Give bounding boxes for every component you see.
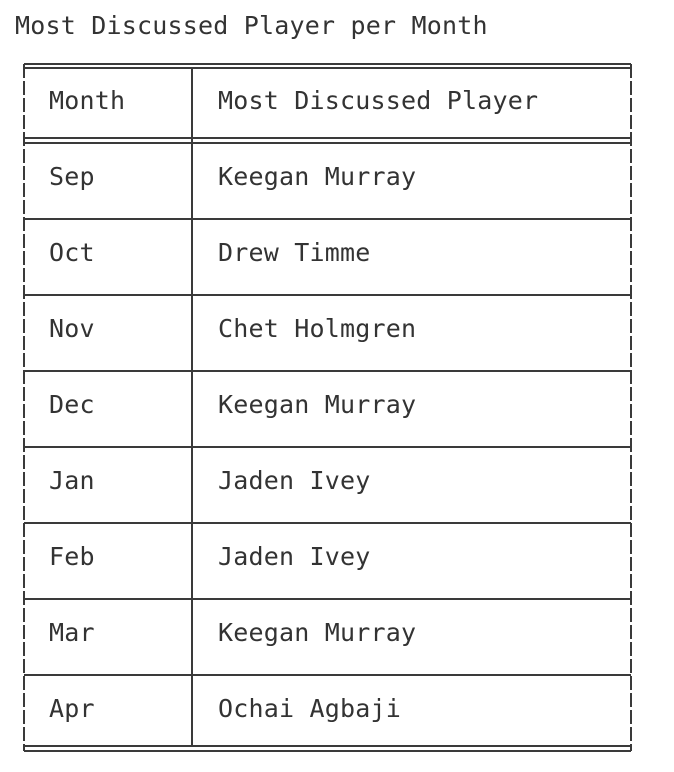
table-cell-month: Nov — [49, 314, 95, 343]
table-cell-player: Chet Holmgren — [218, 314, 417, 343]
table-cell-month: Jan — [49, 466, 95, 495]
header-month: Month — [49, 86, 126, 115]
header-player: Most Discussed Player — [218, 86, 539, 115]
table-cell-player: Keegan Murray — [218, 390, 417, 419]
table-cell-month: Feb — [49, 542, 95, 571]
table-cell-player: Drew Timme — [218, 238, 371, 267]
table-cell-month: Oct — [49, 238, 95, 267]
table-cell-player: Ochai Agbaji — [218, 694, 402, 723]
table-cell-player: Keegan Murray — [218, 618, 417, 647]
table-cell-month: Sep — [49, 162, 95, 191]
table-grid — [23, 63, 632, 752]
table-title: Most Discussed Player per Month — [15, 11, 488, 40]
table-cell-player: Keegan Murray — [218, 162, 417, 191]
player-table: Month Most Discussed Player Sep Keegan Mu… — [23, 63, 632, 753]
table-cell-month: Apr — [49, 694, 95, 723]
table-cell-month: Mar — [49, 618, 95, 647]
table-cell-player: Jaden Ivey — [218, 466, 371, 495]
table-cell-player: Jaden Ivey — [218, 542, 371, 571]
table-cell-month: Dec — [49, 390, 95, 419]
